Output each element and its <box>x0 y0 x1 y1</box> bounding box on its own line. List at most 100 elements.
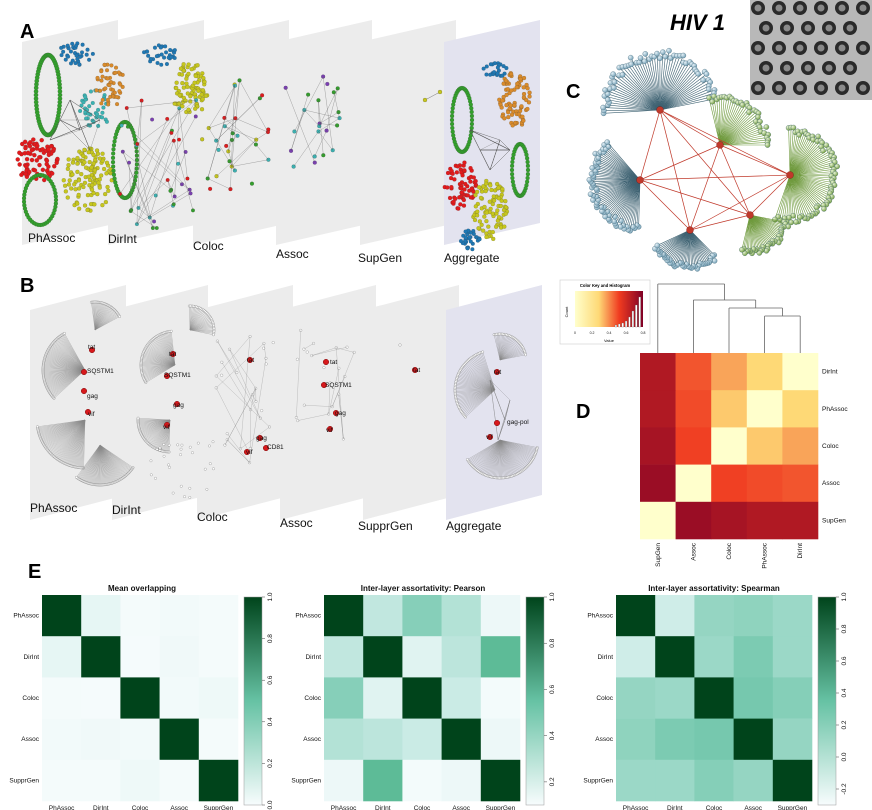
panel-e-column-label: SupprGen <box>486 805 516 810</box>
panel-c-hub <box>656 106 664 114</box>
panel-a-cluster <box>59 41 95 67</box>
panel-b-node-label: gag <box>87 393 98 400</box>
panel-a-edges <box>285 76 340 167</box>
panel-b-node-label: gag <box>335 410 346 417</box>
panel-d-heatmap-cell <box>640 501 676 540</box>
micrograph-virion-core <box>762 64 770 72</box>
micrograph-virion-core <box>796 4 804 12</box>
panel-e-row-label: Coloc <box>22 695 39 702</box>
panel-e-heatmap-cell <box>198 759 239 802</box>
panel-d-column-label: Assoc <box>690 542 697 560</box>
panel-letter-c: C <box>566 81 580 103</box>
panel-b-layer-plane <box>197 285 293 520</box>
panel-e-heatmap-cell <box>733 759 774 802</box>
panel-e-heatmap-cell <box>42 677 82 719</box>
panel-e-color-bar-tick-label: -0.2 <box>841 783 848 795</box>
panel-e-column-label: Assoc <box>452 805 470 810</box>
panel-e-heatmap-cell <box>198 595 239 637</box>
panel-e-row-label: DirInt <box>597 654 613 661</box>
panel-e-heatmap-cell <box>694 759 734 802</box>
panel-e-heatmap-cell <box>363 677 403 719</box>
panel-c-fan-blue <box>586 139 642 234</box>
panel-c-fan-blue <box>652 229 718 272</box>
panel-e-heatmap-cell <box>159 595 200 637</box>
panel-e-heatmap-cell <box>733 677 774 719</box>
panel-a-edges <box>207 80 269 190</box>
panel-a-cluster <box>497 71 532 128</box>
panel-e-column-label: DirInt <box>375 805 391 810</box>
panel-e-heatmap-cell <box>198 718 239 761</box>
panel-e-heatmap-cell <box>363 636 403 678</box>
panel-d-heatmap-cell <box>675 427 712 465</box>
panel-b-node-label: tat <box>413 367 420 374</box>
panel-d-heatmap-cell <box>711 353 748 391</box>
panel-a-layer-plane <box>444 20 540 245</box>
panel-e-heatmap-cell <box>159 718 200 761</box>
micrograph-virion-core <box>838 44 846 52</box>
panel-c-hub <box>746 211 754 219</box>
panel-e-heatmap: Inter-layer assortativity: Spearman PhAss… <box>583 584 848 810</box>
hiv-micrograph <box>750 0 872 100</box>
panel-e-color-bar-tick-label: 0.2 <box>267 759 274 768</box>
panel-e-color-bar <box>243 596 263 806</box>
micrograph-virion-core <box>859 84 867 92</box>
panel-b-layer-label: Coloc <box>197 510 228 524</box>
color-key-histogram-bar <box>621 322 624 328</box>
micrograph-virion-core <box>838 84 846 92</box>
panel-d-heatmap-cell <box>675 353 712 391</box>
panel-b-node-label: vif <box>326 427 333 434</box>
panel-d-heatmap-cell <box>746 390 783 428</box>
panel-a-layer-label: Assoc <box>276 247 309 261</box>
panel-b-highlight-node <box>494 420 501 427</box>
micrograph-virion-core <box>796 84 804 92</box>
micrograph-virion-core <box>859 44 867 52</box>
panel-a-cluster <box>61 146 115 213</box>
panel-d-heatmap-cell <box>782 427 819 465</box>
panel-c-hub <box>786 171 794 179</box>
panel-a-layer-label: DirInt <box>108 232 137 246</box>
panel-a-node <box>437 89 443 95</box>
panel-e-heatmap-cell <box>655 677 695 719</box>
color-key-histogram-bar <box>638 296 641 328</box>
panel-e-heatmap-cell <box>655 718 695 761</box>
panel-e-heatmap-cell <box>441 759 482 802</box>
panel-e-color-bar-tick-label: 1.0 <box>841 592 848 601</box>
panel-d-heatmap-cell <box>640 427 676 465</box>
panel-a-layer-plane <box>108 20 204 245</box>
panel-e-row-label: DirInt <box>305 654 321 661</box>
color-key-title: Color Key and Histogram <box>580 283 631 288</box>
micrograph-virion-core <box>846 64 854 72</box>
color-key-histogram-bar <box>614 324 617 328</box>
panel-e-column-label: Coloc <box>132 805 149 810</box>
panel-b-node-label: tat <box>247 357 254 364</box>
panel-e-heatmap-cell <box>363 718 403 761</box>
panel-e-heatmap-cell <box>81 636 121 678</box>
panel-a-cluster <box>459 228 482 252</box>
panel-b-node-label: gag-pol <box>507 419 529 426</box>
panel-e-heatmap-cell <box>81 677 121 719</box>
panel-e-heatmap-cell <box>402 718 442 761</box>
panel-e-row-label: Assoc <box>595 736 613 743</box>
panel-e-row-label: PhAssoc <box>295 613 321 620</box>
panel-e-heatmap-cell <box>694 636 734 678</box>
panel-e-heatmap-cell <box>120 595 160 637</box>
panel-c-hiv-network: HIV 1 <box>586 0 872 272</box>
panel-e-heatmap-cell <box>655 636 695 678</box>
panel-c-fan-blue <box>600 47 718 117</box>
panel-b-node-label: tat <box>494 369 501 376</box>
panel-e-heatmap: Mean overlapping PhAssoc DirInt Coloc Assoc S… <box>9 584 274 810</box>
panel-b-highlight-node <box>323 359 330 366</box>
panel-b-highlight-node <box>257 435 264 442</box>
micrograph-virion-core <box>804 64 812 72</box>
panel-b-highlight-node <box>80 388 87 395</box>
micrograph-virion-core <box>817 44 825 52</box>
panel-a-cluster <box>21 172 59 228</box>
panel-e-heatmap-cell <box>159 636 200 678</box>
panel-b-fan <box>453 350 496 419</box>
panel-a-cluster <box>15 137 60 183</box>
panel-e-heatmap-cell <box>694 595 734 637</box>
panel-a-cluster <box>509 141 531 199</box>
panel-e-color-bar-tick-label: 0.8 <box>549 638 556 647</box>
panel-e-heatmap-cell <box>402 595 442 637</box>
panel-e-heatmap-cell <box>159 677 200 719</box>
